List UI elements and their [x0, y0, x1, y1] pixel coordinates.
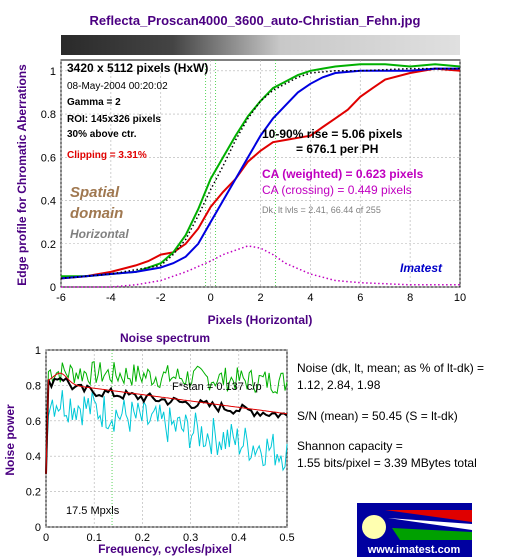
bottom-chart-title: Noise spectrum [120, 331, 210, 345]
top-chart-ylabel: Edge profile for Chromatic Aberrations [15, 64, 29, 286]
logo-url: www.imatest.com [367, 544, 461, 556]
shannon-text-line1: Shannon capacity = [297, 439, 403, 453]
top-ytick-label: 0.6 [41, 152, 56, 164]
noise-text-line1: Noise (dk, lt, mean; as % of lt-dk) = [297, 361, 484, 375]
ca-crossing-text: CA (crossing) = 0.449 pixels [262, 183, 412, 197]
bottom-ytick-label: 0.8 [26, 380, 41, 392]
top-ytick-label: 0.8 [41, 109, 56, 121]
bottom-ytick-label: 0.4 [26, 451, 41, 463]
top-plot-area: -6 -4 -2 0 2 4 6 8 10 0 0.2 0.4 0.6 0.8 1 [41, 59, 466, 304]
bottom-ytick-label: 1 [35, 345, 41, 357]
top-xtick-label: 4 [307, 292, 313, 304]
bottom-chart-xlabel: Frequency, cycles/pixel [98, 542, 232, 556]
gamma-text: Gamma = 2 [67, 97, 121, 108]
top-ytick-label: 0.4 [41, 196, 56, 208]
roi-text: ROI: 145x326 pixels [67, 114, 161, 125]
bottom-plot-area: 0 0.1 0.2 0.3 0.4 0.5 0 0.2 0.4 0.6 0.8 1 [26, 345, 295, 544]
logo-red-stripe [385, 510, 472, 522]
logo-green-stripe [392, 528, 472, 540]
bottom-xtick-label: 0 [43, 532, 49, 544]
shannon-text-line2: 1.55 bits/pixel = 3.39 MBytes total [297, 456, 477, 470]
bottom-xtick-label: 0.4 [231, 532, 246, 544]
top-chart-xlabel: Pixels (Horizontal) [208, 313, 313, 327]
logo-sun-icon [362, 515, 386, 539]
fstar-text: F*stan = 0.137 c/p [172, 381, 262, 393]
bottom-series-group [45, 361, 288, 474]
top-series-red-line [60, 67, 461, 280]
top-series-black-line [60, 67, 460, 280]
top-xtick-label: 0 [208, 292, 214, 304]
sn-text: S/N (mean) = 50.45 (S = lt-dk) [297, 409, 458, 423]
mpxls-text: 17.5 Mpxls [66, 505, 120, 517]
bottom-xtick-label: 0.1 [87, 532, 102, 544]
bottom-series-cyan-line [45, 390, 288, 474]
date-text: 08-May-2004 00:20:02 [67, 81, 168, 92]
bottom-plot-frame [45, 349, 288, 528]
top-ytick-label: 1 [50, 66, 56, 78]
bottom-tick-labels: 0 0.1 0.2 0.3 0.4 0.5 0 0.2 0.4 0.6 0.8 1 [26, 345, 295, 544]
imatest-logo[interactable]: www.imatest.com [357, 503, 472, 557]
top-xtick-label: -6 [56, 292, 66, 304]
bottom-series-red-line [45, 372, 288, 474]
bottom-xtick-label: 0.2 [135, 532, 150, 544]
clipping-text: Clipping = 3.31% [67, 150, 147, 161]
top-ytick-label: 0.2 [41, 239, 56, 251]
bottom-xtick-label: 0.3 [183, 532, 198, 544]
top-series-magenta-line [61, 245, 460, 288]
top-xtick-label: -2 [156, 292, 166, 304]
bottom-chart-ylabel: Noise power [3, 404, 17, 476]
above-text: 30% above ctr. [67, 129, 137, 140]
spatial-label: Spatial [70, 184, 120, 201]
bottom-ytick-label: 0.6 [26, 416, 41, 428]
bottom-series-green-line [45, 361, 288, 474]
top-xtick-label: 6 [357, 292, 363, 304]
top-xtick-label: 10 [454, 292, 466, 304]
top-ytick-label: 0 [50, 282, 56, 294]
bottom-grid [45, 349, 288, 528]
top-xtick-label: 2 [257, 292, 263, 304]
rise-per-ph-text: = 676.1 per PH [296, 142, 378, 156]
top-tick-labels: -6 -4 -2 0 2 4 6 8 10 0 0.2 0.4 0.6 0.8 1 [41, 66, 466, 304]
top-series-blue-line [60, 67, 460, 280]
imatest-label: Imatest [400, 261, 443, 275]
bottom-ytick-label: 0 [35, 522, 41, 534]
top-chart-title: Reflecta_Proscan4000_3600_auto-Christian… [90, 13, 421, 28]
domain-label: domain [70, 205, 123, 222]
edge-gradient-strip [61, 35, 460, 55]
bottom-ytick-label: 0.2 [26, 487, 41, 499]
top-grid [60, 60, 461, 288]
dk-levels-text: Dk, lt lvls = 2.41, 66.44 of 255 [262, 205, 381, 215]
top-xtick-label: 8 [407, 292, 413, 304]
noise-text-line2: 1.12, 2.84, 1.98 [297, 378, 381, 392]
logo-white-stripe [388, 518, 472, 530]
top-xtick-label: -4 [106, 292, 116, 304]
horizontal-label: Horizontal [70, 227, 129, 241]
top-series-group [60, 63, 461, 288]
dims-text: 3420 x 5112 pixels (HxW) [67, 61, 208, 75]
ca-weighted-text: CA (weighted) = 0.623 pixels [262, 167, 424, 181]
rise-text: 10-90% rise = 5.06 pixels [262, 127, 403, 141]
bottom-xtick-label: 0.5 [279, 532, 294, 544]
